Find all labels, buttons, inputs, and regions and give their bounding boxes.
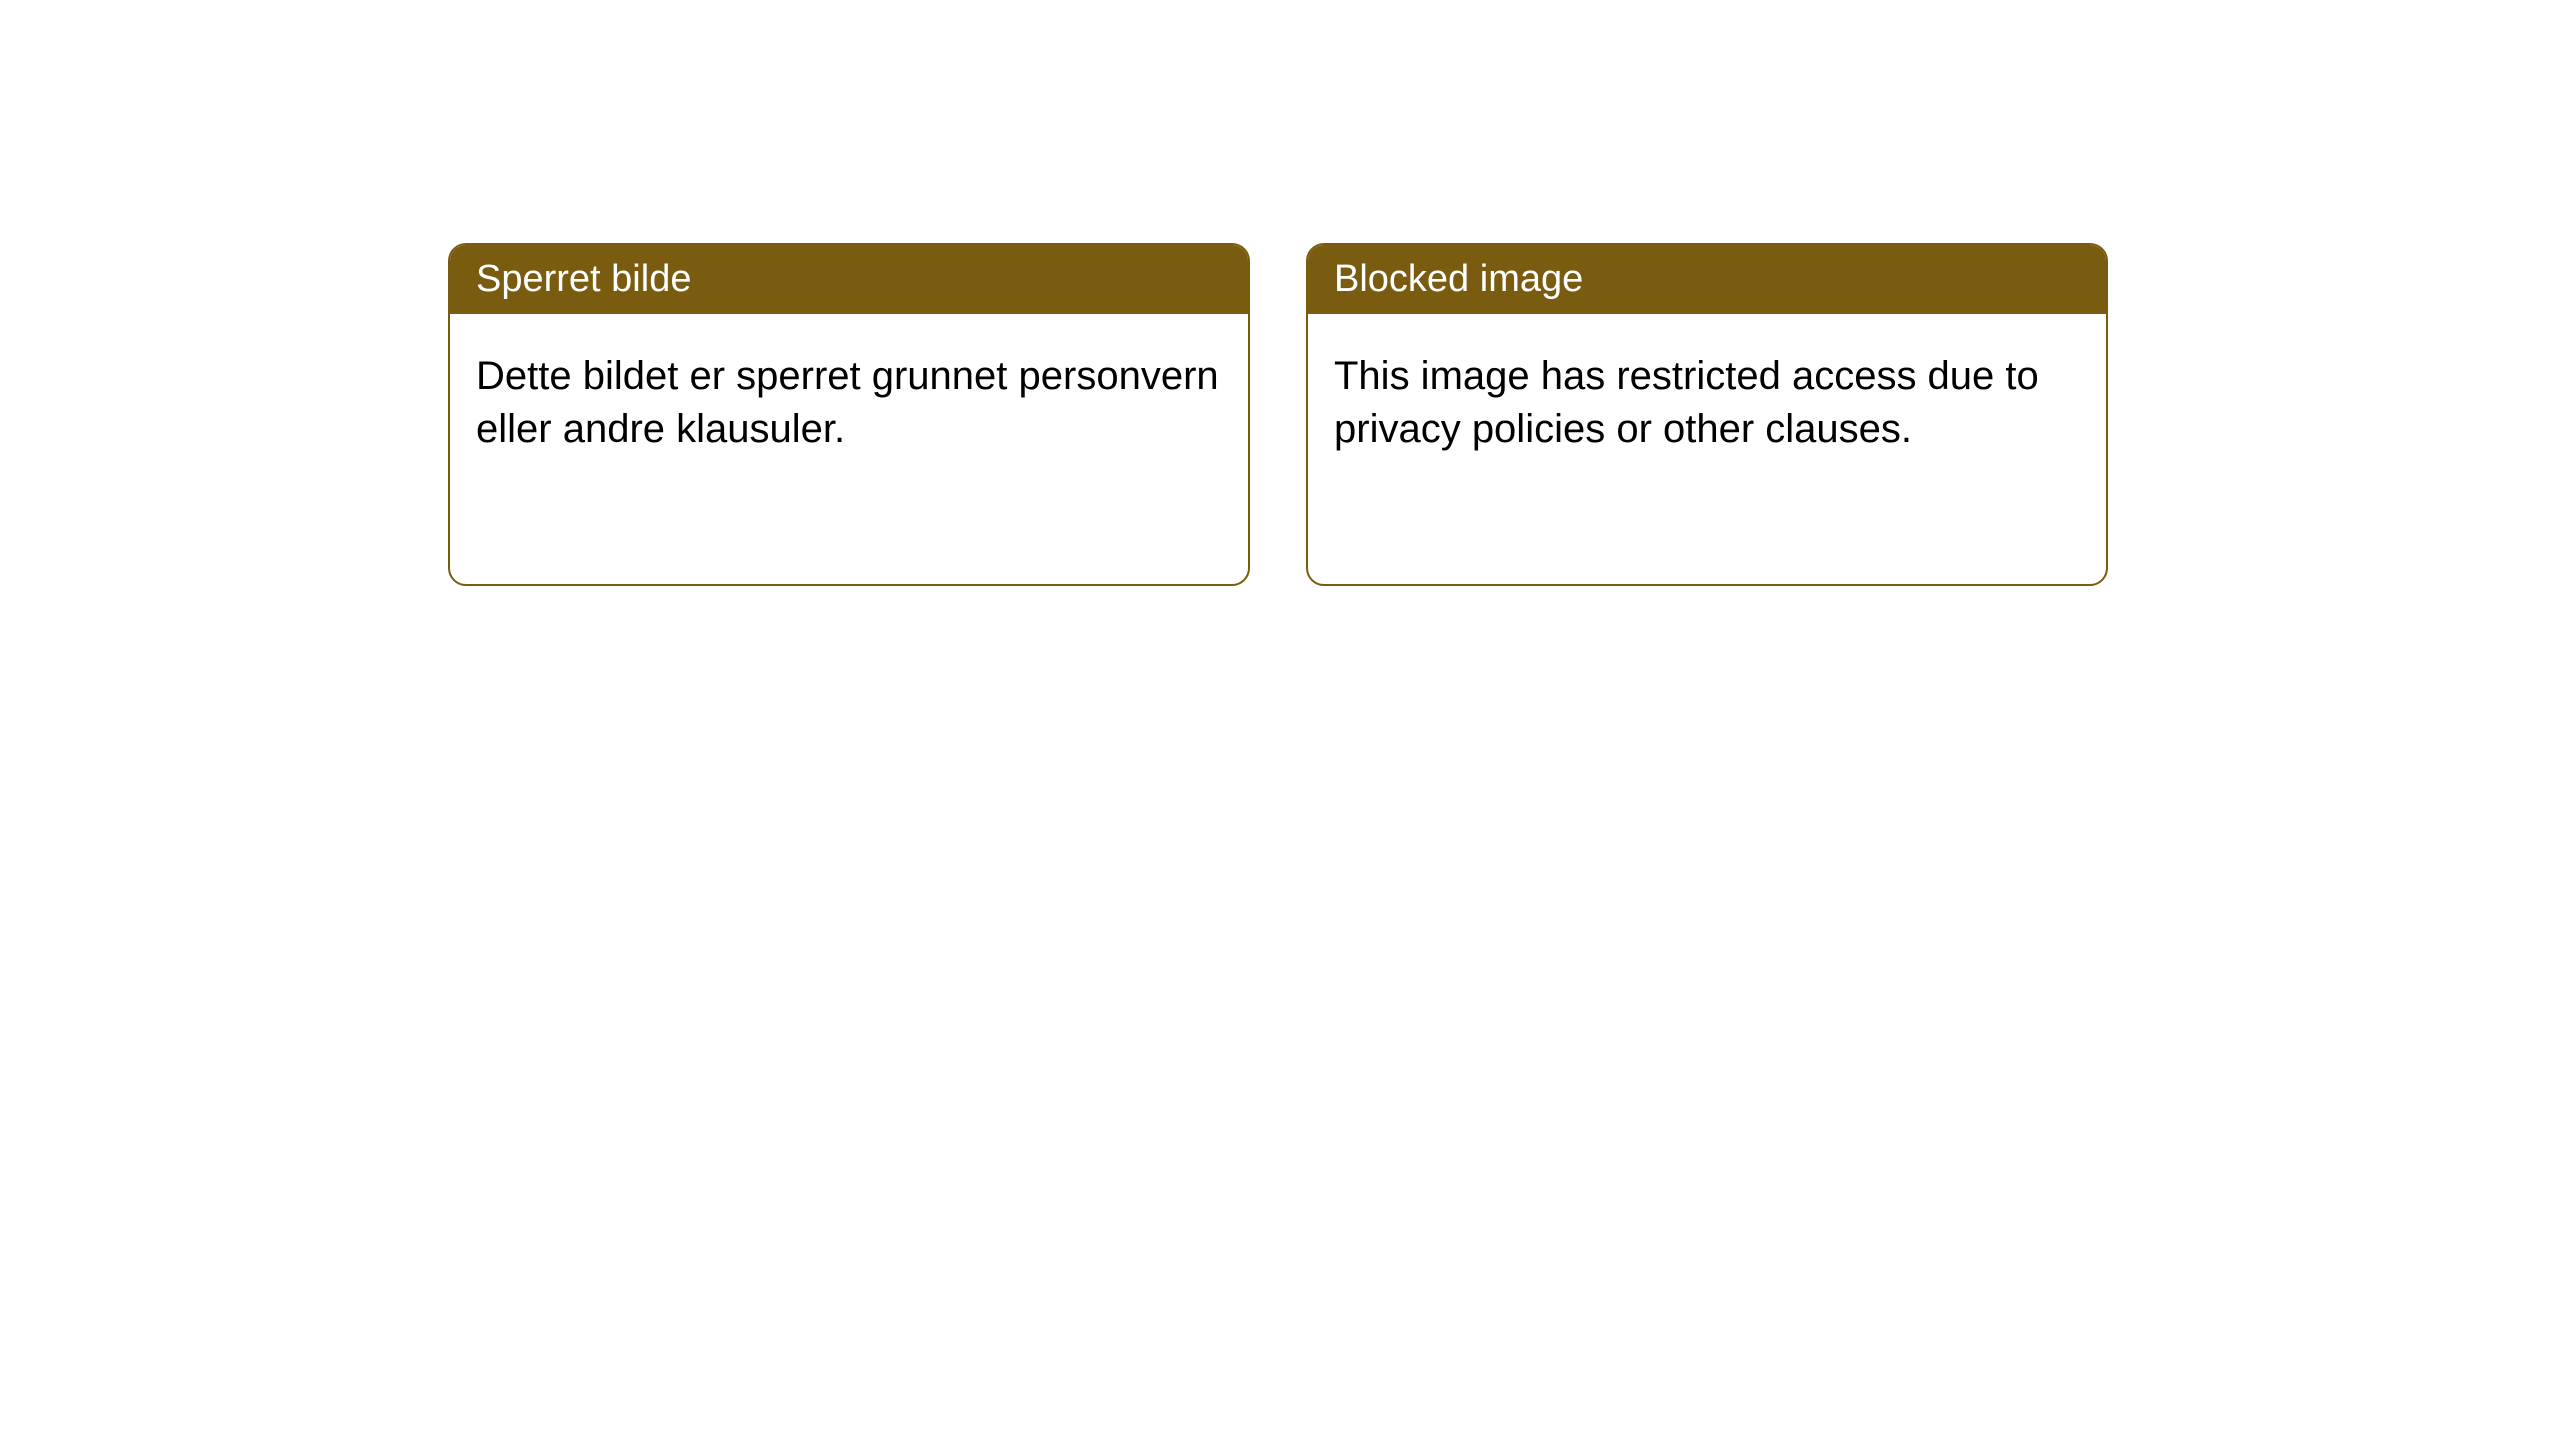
notice-container: Sperret bilde Dette bildet er sperret gr…	[448, 243, 2108, 586]
notice-body-norwegian: Dette bildet er sperret grunnet personve…	[450, 314, 1248, 584]
notice-header-english: Blocked image	[1308, 245, 2106, 314]
notice-card-english: Blocked image This image has restricted …	[1306, 243, 2108, 586]
notice-header-norwegian: Sperret bilde	[450, 245, 1248, 314]
notice-body-english: This image has restricted access due to …	[1308, 314, 2106, 584]
notice-card-norwegian: Sperret bilde Dette bildet er sperret gr…	[448, 243, 1250, 586]
